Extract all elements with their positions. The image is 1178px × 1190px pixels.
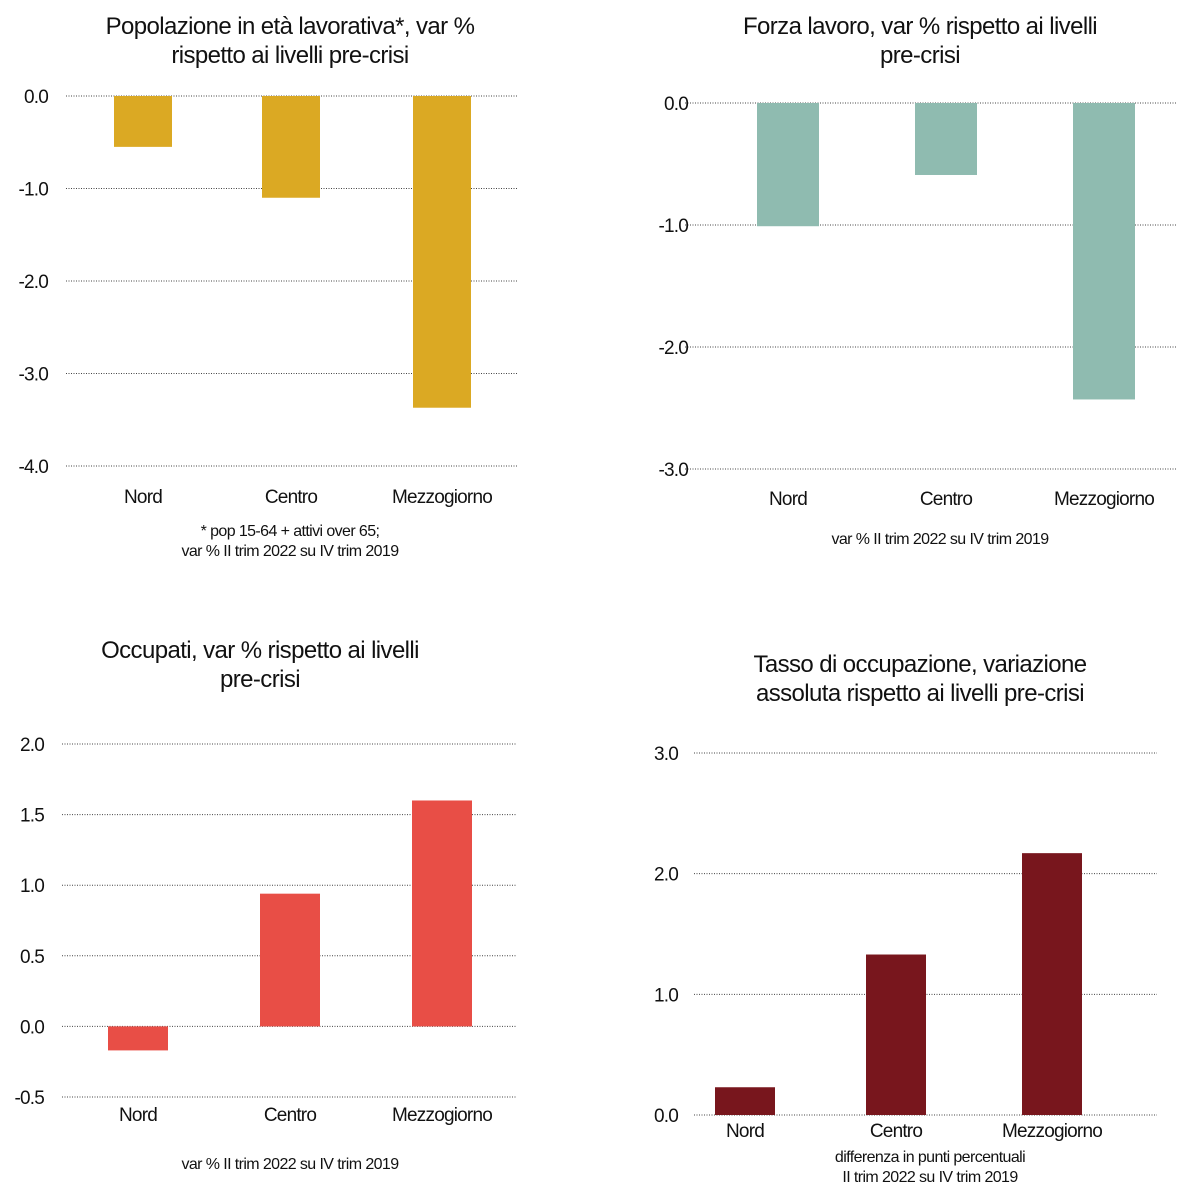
bar-mezzogiorno: [412, 800, 472, 1027]
y-tick-label: 0.0: [20, 1017, 44, 1038]
x-category-label: Centro: [920, 489, 972, 510]
x-category-label: Mezzogiorno: [1002, 1121, 1102, 1142]
x-category-label: Centro: [870, 1121, 922, 1142]
y-tick-label: 2.0: [20, 735, 44, 756]
bar-mezzogiorno: [1073, 103, 1135, 400]
y-tick-label: 0.0: [654, 1106, 678, 1127]
y-tick-label: 3.0: [654, 744, 678, 765]
chart-title-line: Occupati, var % rispetto ai livelli: [101, 637, 419, 664]
chart-title-line: assoluta rispetto ai livelli pre-crisi: [756, 680, 1085, 707]
chart-title: Occupati, var % rispetto ai livelli pre-…: [30, 636, 490, 694]
chart-title-line: Popolazione in età lavorativa*, var %: [105, 13, 475, 40]
bar-centro: [866, 954, 926, 1115]
x-category-label: Nord: [124, 487, 162, 508]
chart-footnote: differenza in punti percentuali II trim …: [680, 1148, 1178, 1188]
x-category-label: Nord: [119, 1105, 157, 1126]
chart-footnote: var % II trim 2022 su IV trim 2019: [60, 1155, 520, 1175]
footnote-line: var % II trim 2022 su IV trim 2019: [181, 1156, 399, 1173]
bar-centro: [260, 893, 320, 1027]
x-category-label: Nord: [769, 489, 807, 510]
footnote-line: differenza in punti percentuali: [834, 1149, 1026, 1166]
bar-nord: [757, 103, 819, 227]
chart-panel-working-age-population: Popolazione in età lavorativa*, var % ri…: [0, 0, 590, 590]
x-category-label: Nord: [726, 1121, 764, 1142]
bar-mezzogiorno: [413, 96, 471, 408]
bar-chart: 2.0 1.5 1.0 0.5 0.0 -0.5 Nord Centro Mezzogiorno: [14, 735, 517, 1126]
chart-title-line: rispetto ai livelli pre-crisi: [171, 42, 409, 69]
footnote-line: II trim 2022 su IV trim 2019: [842, 1169, 1018, 1186]
y-tick-label: 1.0: [654, 985, 678, 1006]
y-tick-label: -3.0: [658, 460, 688, 481]
y-tick-label: -2.0: [658, 338, 688, 359]
x-category-label: Mezzogiorno: [392, 1105, 492, 1126]
x-category-label: Centro: [264, 1105, 316, 1126]
bar-centro: [915, 103, 977, 175]
chart-title: Forza lavoro, var % rispetto ai livelli …: [690, 12, 1150, 70]
bar-nord: [114, 96, 172, 147]
bar-nord: [108, 1026, 168, 1051]
chart-panel-employed: Occupati, var % rispetto ai livelli pre-…: [0, 590, 590, 1190]
y-tick-label: -4.0: [18, 457, 48, 478]
chart-footnote: * pop 15-64 + attivi over 65; var % II t…: [60, 522, 520, 562]
y-tick-label: -0.5: [14, 1088, 44, 1109]
x-category-label: Centro: [265, 487, 317, 508]
y-tick-label: 1.5: [20, 806, 44, 827]
y-tick-label: 1.0: [20, 876, 44, 897]
y-tick-label: -1.0: [658, 216, 688, 237]
x-category-label: Mezzogiorno: [392, 487, 492, 508]
chart-title-line: Tasso di occupazione, variazione: [753, 651, 1087, 678]
bar-chart: 3.0 2.0 1.0 0.0 Nord Centro Mezzogiorno: [654, 744, 1157, 1142]
bar-chart: 0.0 -1.0 -2.0 -3.0 Nord Centro Mezzogiorno: [658, 94, 1177, 510]
chart-footnote: var % II trim 2022 su IV trim 2019: [690, 530, 1178, 550]
chart-title-line: pre-crisi: [880, 42, 961, 69]
chart-title-line: Forza lavoro, var % rispetto ai livelli: [742, 13, 1098, 40]
chart-panel-employment-rate: Tasso di occupazione, variazione assolut…: [590, 590, 1178, 1190]
footnote-line: var % II trim 2022 su IV trim 2019: [831, 531, 1049, 548]
y-tick-label: -2.0: [18, 272, 48, 293]
footnote-line: * pop 15-64 + attivi over 65;: [200, 523, 380, 540]
y-tick-label: 0.0: [664, 94, 688, 115]
y-tick-label: -1.0: [18, 180, 48, 201]
chart-title: Tasso di occupazione, variazione assolut…: [680, 650, 1160, 708]
bar-mezzogiorno: [1022, 853, 1082, 1115]
y-tick-label: 2.0: [654, 865, 678, 886]
bar-chart: 0.0 -1.0 -2.0 -3.0 -4.0 Nord Centro Mezzogiorno: [18, 87, 517, 508]
y-tick-label: 0.0: [24, 87, 48, 108]
x-category-label: Mezzogiorno: [1054, 489, 1154, 510]
bar-nord: [715, 1087, 775, 1115]
y-tick-label: -3.0: [18, 365, 48, 386]
chart-title-line: pre-crisi: [220, 666, 301, 693]
chart-panel-labour-force: Forza lavoro, var % rispetto ai livelli …: [590, 0, 1178, 590]
footnote-line: var % II trim 2022 su IV trim 2019: [181, 543, 399, 560]
bar-centro: [262, 96, 320, 198]
y-tick-label: 0.5: [20, 947, 44, 968]
chart-title: Popolazione in età lavorativa*, var % ri…: [60, 12, 520, 70]
